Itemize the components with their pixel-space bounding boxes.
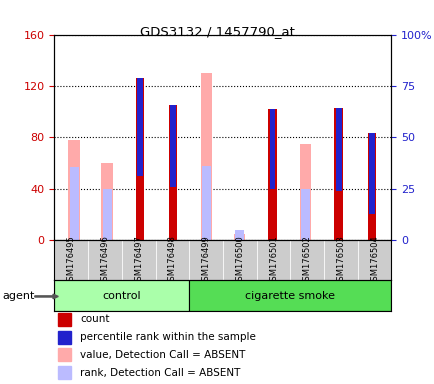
Bar bbox=[155, 240, 189, 280]
Bar bbox=[323, 240, 357, 280]
Text: GSM176500: GSM176500 bbox=[235, 235, 244, 286]
Bar bbox=[235, 230, 243, 240]
Bar bbox=[256, 240, 290, 280]
Bar bbox=[136, 78, 144, 240]
Bar bbox=[58, 331, 71, 344]
Bar bbox=[189, 280, 391, 311]
Text: count: count bbox=[80, 314, 109, 324]
Text: GSM176496: GSM176496 bbox=[100, 235, 109, 286]
Text: cigarette smoke: cigarette smoke bbox=[245, 291, 335, 301]
Bar bbox=[300, 189, 309, 240]
Text: agent: agent bbox=[2, 291, 34, 301]
Text: rank, Detection Call = ABSENT: rank, Detection Call = ABSENT bbox=[80, 367, 240, 377]
Bar bbox=[233, 233, 245, 240]
Text: GDS3132 / 1457790_at: GDS3132 / 1457790_at bbox=[140, 25, 294, 38]
Bar bbox=[68, 140, 80, 240]
Text: GSM176504: GSM176504 bbox=[369, 235, 378, 286]
Bar bbox=[367, 133, 375, 240]
Bar bbox=[88, 240, 122, 280]
Bar bbox=[70, 167, 79, 240]
Bar bbox=[58, 313, 71, 326]
Text: percentile rank within the sample: percentile rank within the sample bbox=[80, 332, 256, 342]
Bar bbox=[269, 109, 275, 189]
Bar bbox=[58, 349, 71, 361]
Text: GSM176501: GSM176501 bbox=[268, 235, 277, 286]
Bar bbox=[54, 280, 189, 311]
Bar bbox=[101, 163, 113, 240]
Bar bbox=[202, 166, 210, 240]
Bar bbox=[54, 240, 88, 280]
Bar bbox=[189, 240, 223, 280]
Text: GSM176503: GSM176503 bbox=[335, 235, 345, 286]
Bar bbox=[200, 73, 212, 240]
Text: value, Detection Call = ABSENT: value, Detection Call = ABSENT bbox=[80, 350, 245, 360]
Bar bbox=[268, 109, 276, 240]
Text: GSM176495: GSM176495 bbox=[66, 235, 76, 286]
Bar bbox=[335, 108, 341, 191]
Bar bbox=[170, 105, 176, 187]
Bar bbox=[169, 105, 177, 240]
Bar bbox=[357, 240, 391, 280]
Bar bbox=[122, 240, 155, 280]
Bar bbox=[299, 144, 311, 240]
Bar bbox=[137, 78, 143, 176]
Text: control: control bbox=[102, 291, 141, 301]
Text: GSM176498: GSM176498 bbox=[168, 235, 177, 286]
Text: GSM176499: GSM176499 bbox=[201, 235, 210, 286]
Bar bbox=[58, 366, 71, 379]
Bar bbox=[223, 240, 256, 280]
Bar bbox=[334, 108, 342, 240]
Bar bbox=[368, 133, 374, 214]
Text: GSM176497: GSM176497 bbox=[134, 235, 143, 286]
Bar bbox=[103, 189, 112, 240]
Bar bbox=[290, 240, 323, 280]
Text: GSM176502: GSM176502 bbox=[302, 235, 311, 286]
